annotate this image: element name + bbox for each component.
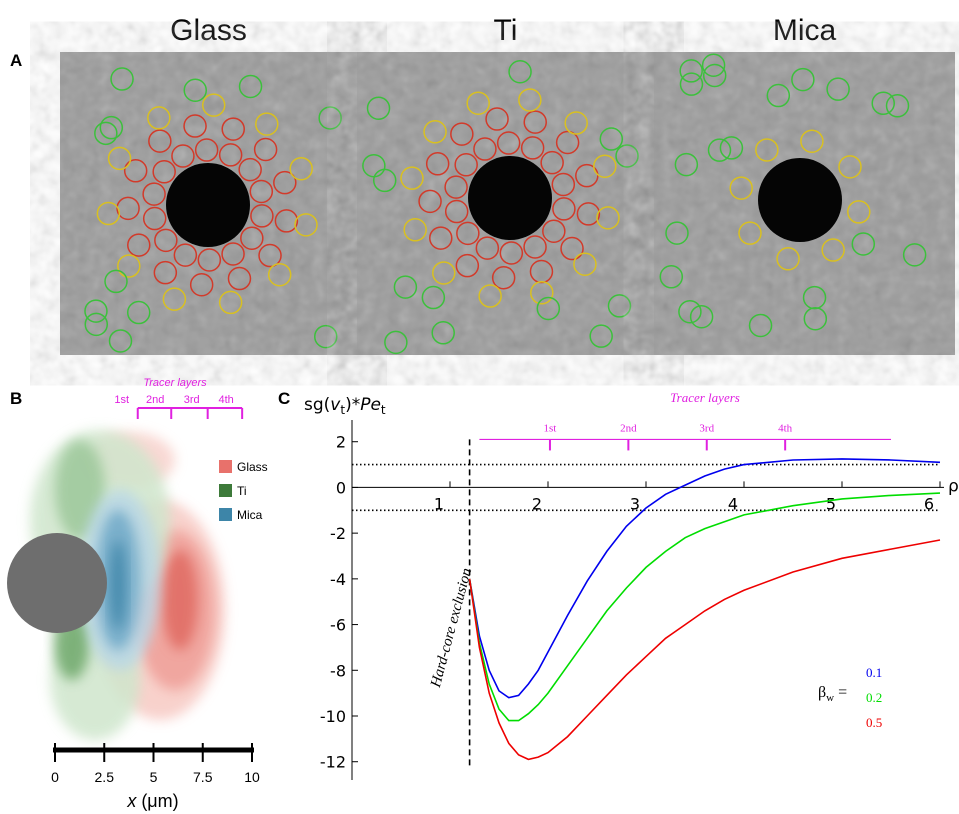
y-tick-label: 0 <box>336 478 346 497</box>
series-line <box>470 493 940 720</box>
tracer-label: 1st <box>544 422 557 434</box>
y-label-part: t <box>381 403 386 417</box>
tracer-label: 2nd <box>620 422 637 434</box>
tracer-title: Tracer layers <box>143 377 207 389</box>
scale-tick-label: 7.5 <box>193 769 213 785</box>
legend-title-part: = <box>834 684 847 701</box>
legend-label: Glass <box>237 460 268 474</box>
y-label-part: )* <box>345 395 360 415</box>
density-contour <box>110 540 126 630</box>
legend-label: Ti <box>237 484 247 498</box>
x-axis-label: ρ <box>948 476 959 496</box>
density-contour <box>162 550 198 650</box>
inclusion <box>468 156 552 240</box>
inclusion <box>166 163 250 247</box>
y-label-part: sg( <box>304 395 330 415</box>
legend-label: 0.1 <box>866 665 882 680</box>
scale-tick-label: 10 <box>244 769 260 785</box>
tracer-title: Tracer layers <box>670 390 740 405</box>
tracer-label: 4th <box>219 394 234 406</box>
legend-title-part: β <box>818 684 826 701</box>
tracer-label: 4th <box>778 422 793 434</box>
legend-label: 0.2 <box>866 690 882 705</box>
x-tick-label: 1 <box>434 494 444 513</box>
y-tick-label: -8 <box>330 661 346 680</box>
tracer-label: 3rd <box>184 394 200 406</box>
legend-swatch <box>219 484 232 497</box>
image-title: Ti <box>494 14 518 47</box>
tracer-label: 1st <box>114 394 129 406</box>
x-tick-label: 5 <box>826 494 836 513</box>
scale-tick-label: 0 <box>51 769 59 785</box>
y-tick-label: -2 <box>330 524 346 543</box>
tracer-label: 2nd <box>146 394 164 406</box>
tracer-label: 3rd <box>699 422 714 434</box>
image-title: Mica <box>773 14 837 47</box>
y-tick-label: -6 <box>330 616 346 635</box>
legend-title-part: w <box>826 692 834 704</box>
scale-label-part: (μm) <box>136 791 178 811</box>
y-tick-label: -4 <box>330 570 346 589</box>
panel-label: C <box>278 389 290 408</box>
legend-title: βw = <box>818 684 847 704</box>
scale-tick-label: 5 <box>150 769 158 785</box>
y-tick-label: 2 <box>336 433 346 452</box>
x-tick-label: 3 <box>630 494 640 513</box>
y-tick-label: -12 <box>320 753 346 772</box>
inclusion <box>7 533 107 633</box>
exclusion-label: Hard-core exclusion <box>428 566 475 690</box>
image-title: Glass <box>170 14 247 47</box>
legend-label: 0.5 <box>866 715 882 730</box>
legend-swatch <box>219 508 232 521</box>
legend-label: Mica <box>237 508 263 522</box>
scale-tick-label: 2.5 <box>95 769 115 785</box>
legend-swatch <box>219 460 232 473</box>
panel-c: -12-10-8-6-4-202123456sg(vt)*PetρHard-co… <box>304 390 959 780</box>
panel-a: Glass Ti Mica <box>60 14 955 355</box>
panel-b: Tracer layers 1st 2nd 3rd 4th Glass Ti Mica 0 2.5… <box>7 377 268 811</box>
panel-label: B <box>10 389 22 408</box>
inclusion <box>758 158 842 242</box>
figure: Glass Ti Mica Tracer layers 1st 2nd 3rd 4th Gla… <box>0 0 959 814</box>
panel-label: A <box>10 51 22 70</box>
y-axis-label: sg(vt)*Pet <box>304 395 386 417</box>
scale-label: x (μm) <box>126 791 178 811</box>
y-tick-label: -10 <box>320 707 346 726</box>
y-label-part: Pe <box>360 395 381 415</box>
